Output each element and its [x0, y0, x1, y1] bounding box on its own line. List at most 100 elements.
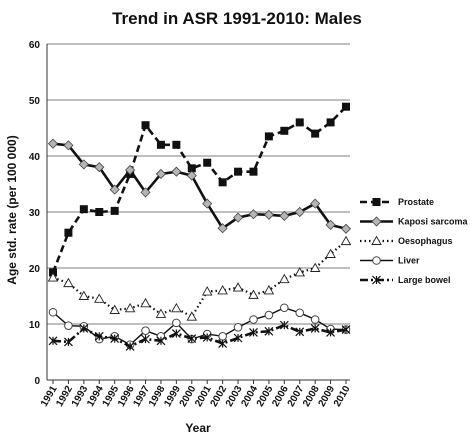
data-point — [155, 308, 167, 318]
data-point — [64, 321, 73, 330]
data-point — [156, 336, 166, 346]
data-point — [63, 277, 74, 288]
data-point — [47, 272, 59, 282]
data-point — [295, 308, 305, 318]
data-point — [63, 337, 73, 347]
data-point — [311, 129, 320, 138]
data-point — [294, 267, 306, 277]
data-point — [109, 304, 120, 314]
legend-marker — [372, 198, 381, 206]
data-point — [218, 178, 227, 187]
data-point — [186, 311, 198, 321]
data-point — [78, 290, 90, 300]
data-point — [63, 140, 74, 151]
legend-marker — [371, 216, 382, 227]
data-point — [141, 334, 150, 344]
data-point — [48, 307, 58, 317]
data-point — [171, 329, 181, 338]
data-point — [171, 166, 182, 177]
data-point — [263, 209, 274, 220]
y-axis-label: Age std. rate (per 100 000) — [5, 135, 19, 284]
data-point — [310, 324, 320, 333]
data-point — [79, 324, 89, 333]
x-tick-labels: 1991199219931994199519961997199819992000… — [39, 384, 353, 409]
x-axis-label: Year — [185, 421, 211, 435]
legend: Prostate Kaposi sarcoma Oesophagus Liver Lar… — [360, 197, 469, 285]
y-tick-label: 20 — [29, 264, 41, 275]
legend-label: Liver — [398, 256, 420, 266]
data-point — [218, 332, 227, 341]
data-point — [248, 209, 259, 220]
data-point — [264, 310, 274, 320]
data-point — [280, 126, 289, 135]
data-point — [234, 167, 243, 176]
data-point — [141, 121, 150, 130]
data-point — [171, 302, 182, 313]
y-tick-label: 10 — [29, 320, 41, 331]
data-point — [187, 334, 197, 343]
legend-label: Prostate — [398, 197, 434, 207]
series-lines — [47, 102, 352, 351]
data-point — [217, 284, 228, 295]
data-point — [249, 315, 258, 324]
data-point — [124, 302, 136, 313]
data-point — [202, 333, 212, 342]
series-line-4 — [52, 323, 347, 348]
data-point — [233, 333, 243, 343]
data-point — [342, 102, 350, 111]
x-tick-label: 2010 — [332, 384, 353, 409]
data-point — [325, 219, 336, 230]
legend-label: Oesophagus — [398, 236, 453, 246]
data-point — [249, 327, 258, 337]
data-point — [186, 170, 197, 181]
data-point — [94, 162, 105, 173]
y-tick-label: 60 — [29, 40, 41, 51]
data-point — [201, 286, 213, 296]
data-point — [340, 235, 352, 246]
data-point — [263, 284, 275, 295]
data-point — [309, 262, 321, 272]
axes — [46, 44, 350, 384]
legend-label: Kaposi sarcoma — [398, 217, 469, 227]
y-tick-label: 50 — [29, 96, 41, 107]
data-point — [294, 206, 305, 218]
legend-marker — [371, 235, 382, 245]
y-tick-labels: 0 10 20 30 40 50 60 — [29, 40, 41, 387]
data-point — [140, 187, 151, 198]
legend-marker — [372, 256, 381, 265]
data-point — [203, 158, 212, 167]
y-tick-label: 40 — [29, 152, 41, 163]
data-point — [141, 326, 150, 336]
data-point — [341, 325, 351, 335]
data-point — [233, 323, 243, 332]
data-point — [326, 118, 335, 127]
series-line-2 — [52, 240, 347, 319]
data-point — [47, 138, 59, 149]
chart-title: Trend in ASR 1991-2010: Males — [112, 9, 362, 28]
data-point — [326, 327, 336, 337]
data-point — [264, 326, 274, 336]
legend-marker — [372, 275, 381, 285]
data-point — [78, 159, 89, 170]
y-tick-label: 30 — [29, 208, 41, 219]
data-point — [248, 289, 259, 299]
data-point — [279, 273, 290, 284]
data-point — [340, 223, 352, 234]
data-point — [110, 206, 119, 215]
data-point — [95, 208, 104, 216]
data-point — [310, 198, 321, 209]
data-point — [279, 320, 289, 330]
data-point — [64, 228, 73, 237]
data-point — [249, 167, 258, 176]
grid-lines — [47, 43, 350, 325]
data-point — [202, 198, 213, 209]
data-point — [93, 293, 105, 303]
data-point — [295, 327, 305, 337]
data-point — [280, 303, 289, 313]
data-point — [172, 140, 181, 149]
data-point — [155, 168, 167, 179]
data-point — [156, 140, 165, 149]
data-point — [218, 339, 228, 349]
